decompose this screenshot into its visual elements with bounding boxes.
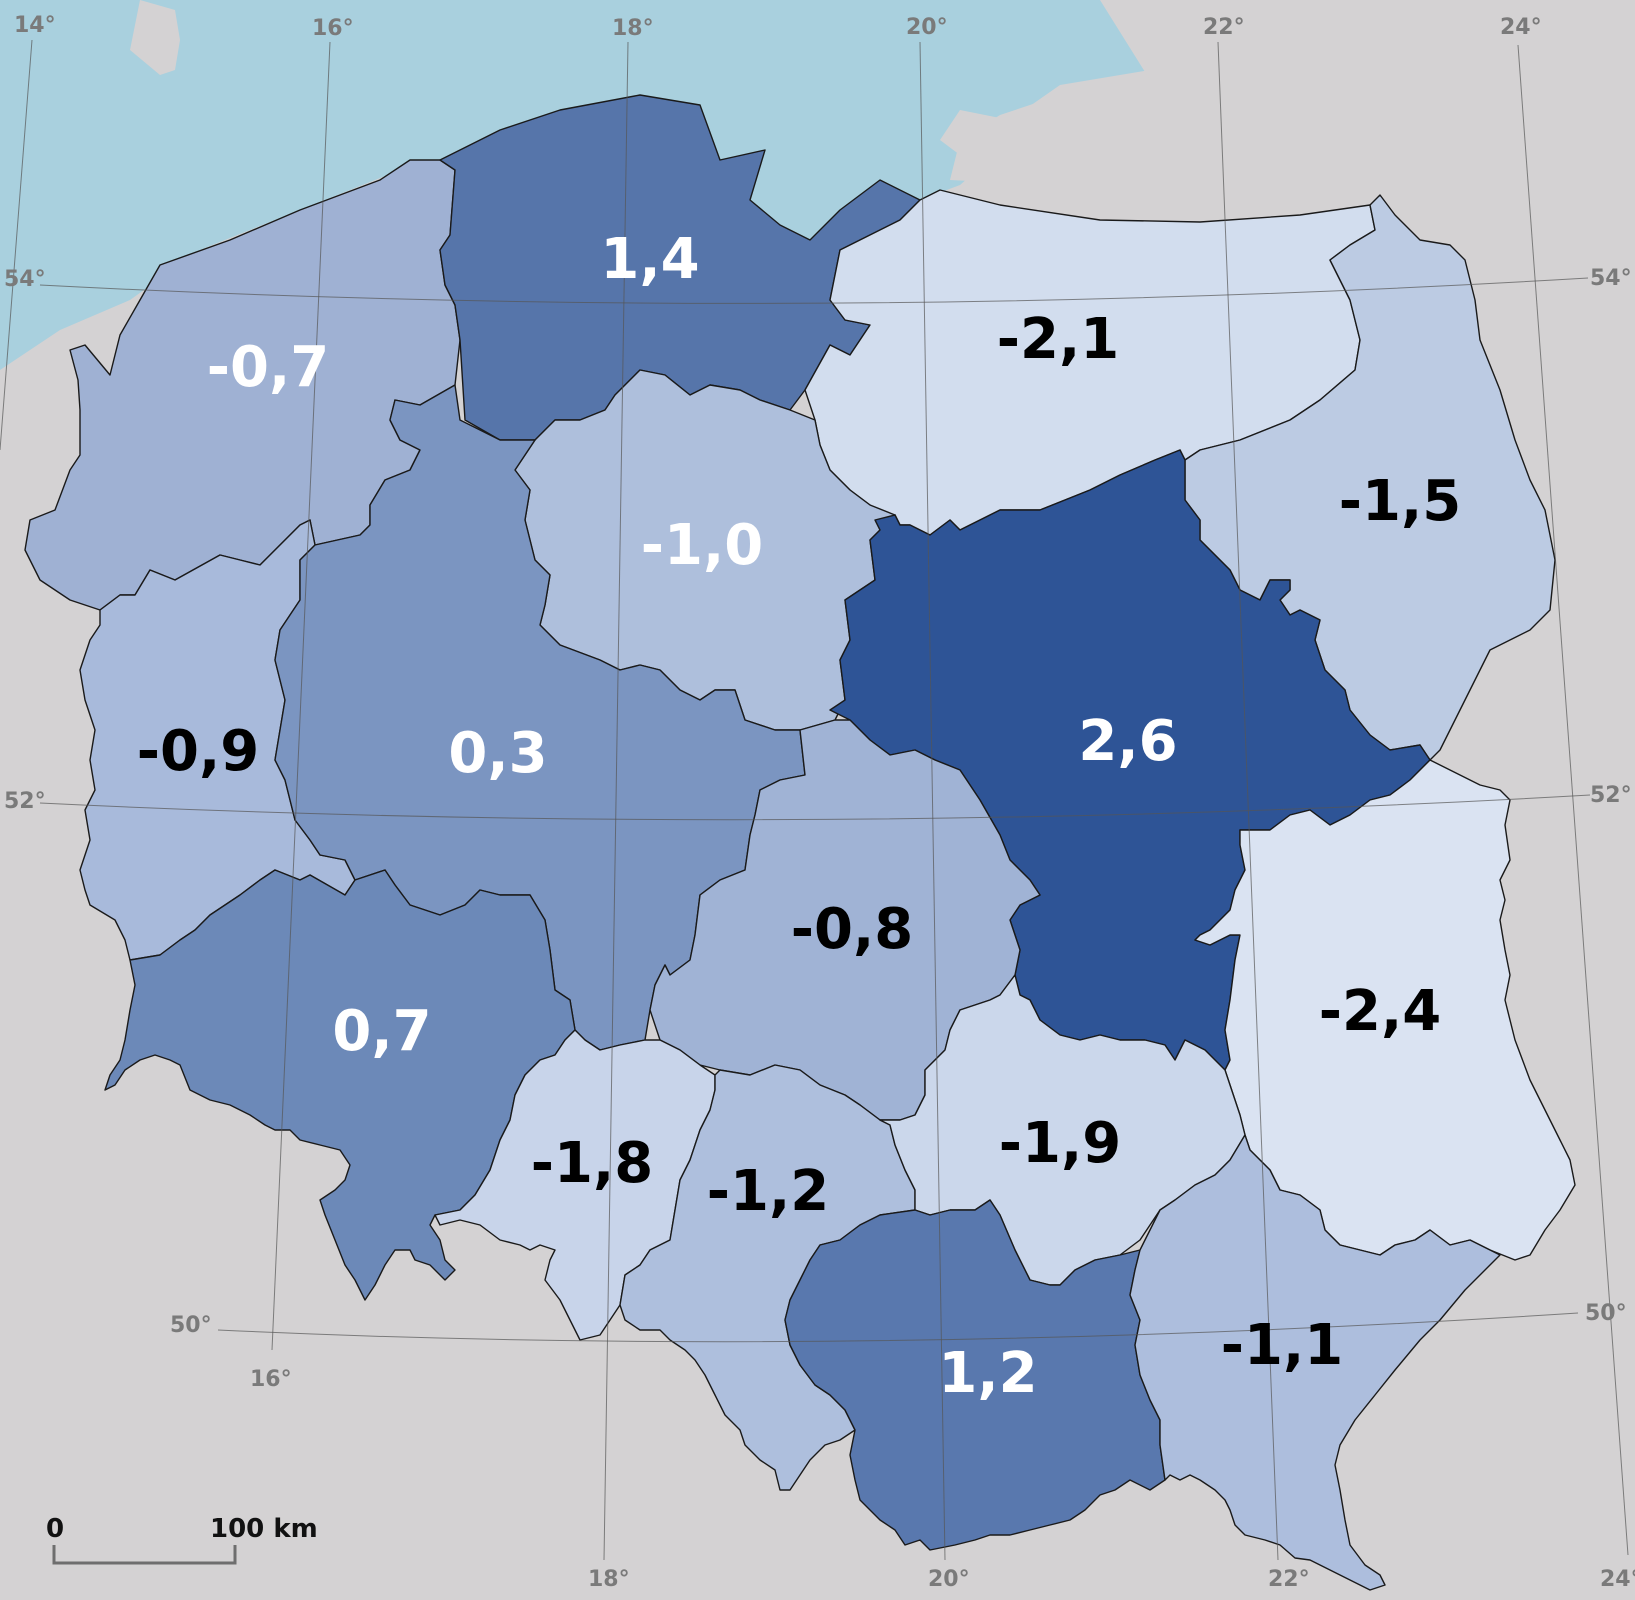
degree-labels: 14° 16° 18° 20° 22° 24° 16° 18° 20° 22° … xyxy=(4,13,1635,1592)
meridian-20 xyxy=(919,41,946,1561)
curonian-lagoon-land xyxy=(950,0,1635,290)
region-dolnoslaskie[interactable] xyxy=(104,869,576,1301)
baltic-sea xyxy=(0,0,1160,370)
region-podkarpackie[interactable] xyxy=(1129,1134,1501,1591)
value-dolnoslaskie: 0,7 xyxy=(332,999,431,1064)
value-opolskie: -1,8 xyxy=(531,1131,653,1196)
parallel-52 xyxy=(39,794,1591,821)
voivodeships xyxy=(24,94,1576,1591)
value-malopolskie: 1,2 xyxy=(938,1341,1037,1406)
scale-bar: 0 100 km xyxy=(46,1514,318,1565)
label-right-52: 52° xyxy=(1590,783,1632,808)
region-malopolskie[interactable] xyxy=(784,1199,1166,1551)
label-top-16: 16° xyxy=(312,16,354,41)
label-left-50: 50° xyxy=(170,1313,212,1338)
meridian-24 xyxy=(1517,44,1629,1556)
label-bottom-20: 20° xyxy=(928,1567,970,1592)
value-pomorskie: 1,4 xyxy=(600,227,699,292)
graticule xyxy=(0,39,1629,1561)
region-opolskie[interactable] xyxy=(434,1029,716,1341)
label-bottom-18: 18° xyxy=(588,1567,630,1592)
label-top-20: 20° xyxy=(906,15,948,40)
meridian-14 xyxy=(0,39,33,451)
parallel-54 xyxy=(39,277,1589,304)
scale-bar-line xyxy=(52,1545,237,1565)
label-top-22: 22° xyxy=(1203,15,1245,40)
value-zachodniopomorskie: -0,7 xyxy=(207,335,329,400)
parallel-50 xyxy=(217,1312,1579,1343)
label-left-52: 52° xyxy=(4,789,46,814)
meridian-18 xyxy=(603,41,629,1561)
label-left-54: 54° xyxy=(4,267,46,292)
label-top-18: 18° xyxy=(612,16,654,41)
value-warminsko-mazurskie: -2,1 xyxy=(997,307,1119,372)
value-podlaskie: -1,5 xyxy=(1339,469,1461,534)
label-right-50: 50° xyxy=(1585,1301,1627,1326)
value-slaskie: -1,2 xyxy=(707,1159,829,1224)
value-kujawsko-pomorskie: -1,0 xyxy=(641,513,763,578)
label-bottom-16: 16° xyxy=(250,1367,292,1392)
value-lubuskie: -0,9 xyxy=(137,719,259,784)
value-mazowieckie: 2,6 xyxy=(1078,709,1177,774)
meridian-16 xyxy=(271,41,331,1351)
label-right-54: 54° xyxy=(1590,266,1632,291)
region-value-labels: -0,7 1,4 -2,1 -1,5 -1,0 -0,9 0,3 2,6 -0,… xyxy=(137,227,1461,1406)
label-top-24: 24° xyxy=(1500,15,1542,40)
scale-end-label: 100 km xyxy=(210,1514,318,1544)
rugia-island xyxy=(130,0,180,75)
value-lodzkie: -0,8 xyxy=(791,897,913,962)
label-top-14: 14° xyxy=(14,13,56,38)
scale-start-label: 0 xyxy=(46,1514,64,1544)
region-pomorskie[interactable] xyxy=(439,94,921,441)
value-lubelskie: -2,4 xyxy=(1319,979,1441,1044)
label-bottom-22: 22° xyxy=(1268,1567,1310,1592)
value-swietokrzyskie: -1,9 xyxy=(999,1111,1121,1176)
value-wielkopolskie: 0,3 xyxy=(448,721,547,786)
label-bottom-24: 24° xyxy=(1600,1567,1635,1592)
value-podkarpackie: -1,1 xyxy=(1221,1313,1343,1378)
